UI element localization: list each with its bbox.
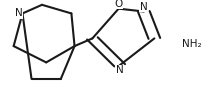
Text: NH₂: NH₂ <box>182 39 201 49</box>
Text: O: O <box>114 0 123 9</box>
Text: N: N <box>140 2 148 12</box>
Text: N: N <box>15 8 22 18</box>
Text: N: N <box>116 65 123 75</box>
